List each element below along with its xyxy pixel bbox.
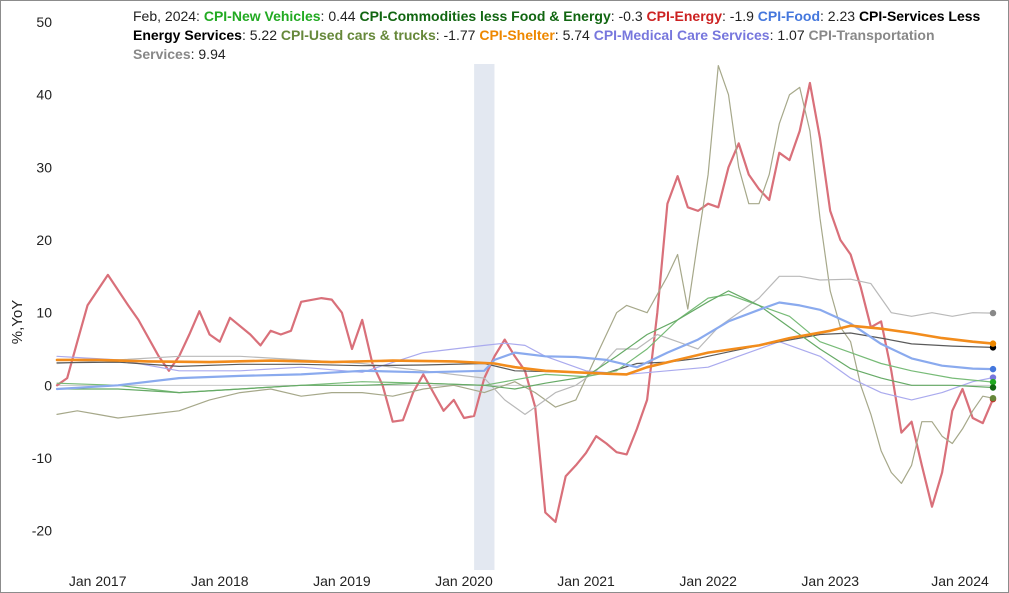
y-tick-labels: 50 40 30 20 10 0 -10 -20 <box>32 14 52 539</box>
y-axis-title: %,YoY <box>9 300 26 344</box>
recession-band <box>474 64 495 570</box>
x-tick-label: Jan 2024 <box>931 573 989 589</box>
y-tick-label: -10 <box>32 450 52 466</box>
series-line-cpi-commodities-less-food-energy <box>56 290 994 394</box>
legend-series-value: : 1.07 <box>769 27 805 43</box>
x-tick-label: Jan 2022 <box>679 573 737 589</box>
endpoint-cpi-food <box>989 365 997 373</box>
legend-series-value: : -1.77 <box>435 27 476 43</box>
y-tick-label: -20 <box>32 523 52 539</box>
legend-series-name: CPI-New Vehicles <box>203 8 321 24</box>
x-tick-label: Jan 2023 <box>801 573 859 589</box>
endpoint-cpi-used-cars-trucks <box>989 394 997 402</box>
endpoint-cpi-transportation-services <box>989 309 997 317</box>
series-line-cpi-used-cars-trucks <box>56 64 994 484</box>
legend-series-name: CPI-Food <box>757 8 821 24</box>
x-tick-labels: Jan 2017 Jan 2018 Jan 2019 Jan 2020 Jan 2021… <box>69 573 989 589</box>
y-tick-label: 0 <box>44 377 52 393</box>
legend-series-name: CPI-Used cars & trucks <box>280 27 436 43</box>
series-line-cpi-energy <box>55 81 995 524</box>
series-endpoints-group <box>989 309 997 403</box>
legend-series-value: : 5.22 <box>241 27 277 43</box>
x-tick-label: Jan 2020 <box>435 573 493 589</box>
legend-date: Feb, 2024: <box>133 8 200 24</box>
legend-readout: Feb, 2024: CPI-New Vehicles: 0.44 CPI-Co… <box>133 7 993 64</box>
x-tick-label: Jan 2017 <box>69 573 127 589</box>
endpoint-cpi-new-vehicles <box>989 378 997 386</box>
legend-series-name: CPI-Shelter <box>479 27 555 43</box>
legend-series-name: CPI-Energy <box>646 8 722 24</box>
x-tick-label: Jan 2021 <box>557 573 615 589</box>
x-tick-label: Jan 2019 <box>313 573 371 589</box>
legend-series-name: CPI-Services Less Energy Services <box>133 8 981 43</box>
legend-series-name: CPI-Commodities less Food & Energy <box>359 8 611 24</box>
endpoint-cpi-shelter <box>989 340 997 347</box>
endpoint-cpi-commodities-less-food-energy <box>989 384 997 391</box>
legend-series-value: : -0.3 <box>610 8 643 24</box>
y-tick-label: 50 <box>36 14 52 30</box>
legend-series-value: : -1.9 <box>722 8 754 24</box>
legend-series-name: CPI-Transportation Services <box>133 27 935 62</box>
recession-band-group <box>474 64 495 570</box>
y-tick-label: 10 <box>36 305 52 321</box>
legend-series-value: : 5.74 <box>554 27 590 43</box>
legend-series-value: : 9.94 <box>190 46 226 62</box>
series-line-cpi-food <box>55 301 995 391</box>
endpoint-cpi-medical-care-services <box>989 374 997 381</box>
y-tick-label: 30 <box>36 159 52 175</box>
legend-series-name: CPI-Medical Care Services <box>593 27 770 43</box>
y-tick-label: 40 <box>36 87 52 103</box>
series-line-cpi-shelter <box>55 324 995 376</box>
x-tick-label: Jan 2018 <box>191 573 249 589</box>
legend-series-value: : 2.23 <box>820 8 856 24</box>
legend-series-value: : 0.44 <box>320 8 356 24</box>
series-lines-group <box>55 64 995 524</box>
y-tick-label: 20 <box>36 232 52 248</box>
